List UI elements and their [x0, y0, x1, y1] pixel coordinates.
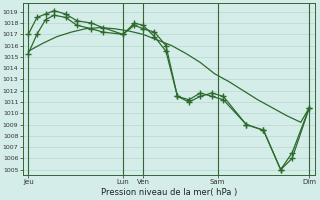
X-axis label: Pression niveau de la mer( hPa ): Pression niveau de la mer( hPa ) [101, 188, 237, 197]
